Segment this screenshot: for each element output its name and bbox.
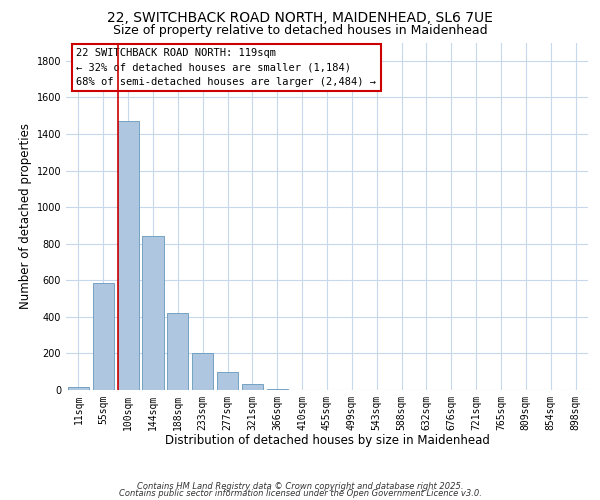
Bar	[68, 388, 89, 390]
Text: Contains HM Land Registry data © Crown copyright and database right 2025.: Contains HM Land Registry data © Crown c…	[137, 482, 463, 491]
Bar	[192, 354, 213, 390]
Bar	[118, 121, 139, 390]
Text: Size of property relative to detached houses in Maidenhead: Size of property relative to detached ho…	[113, 24, 487, 37]
Text: 22, SWITCHBACK ROAD NORTH, MAIDENHEAD, SL6 7UE: 22, SWITCHBACK ROAD NORTH, MAIDENHEAD, S…	[107, 11, 493, 25]
Bar	[167, 313, 188, 390]
Bar	[93, 283, 114, 390]
Y-axis label: Number of detached properties: Number of detached properties	[19, 123, 32, 309]
Bar	[242, 384, 263, 390]
Text: Contains public sector information licensed under the Open Government Licence v3: Contains public sector information licen…	[119, 490, 481, 498]
Bar	[217, 372, 238, 390]
Bar	[142, 236, 164, 390]
X-axis label: Distribution of detached houses by size in Maidenhead: Distribution of detached houses by size …	[164, 434, 490, 448]
Bar	[267, 389, 288, 390]
Text: 22 SWITCHBACK ROAD NORTH: 119sqm
← 32% of detached houses are smaller (1,184)
68: 22 SWITCHBACK ROAD NORTH: 119sqm ← 32% o…	[76, 48, 376, 88]
